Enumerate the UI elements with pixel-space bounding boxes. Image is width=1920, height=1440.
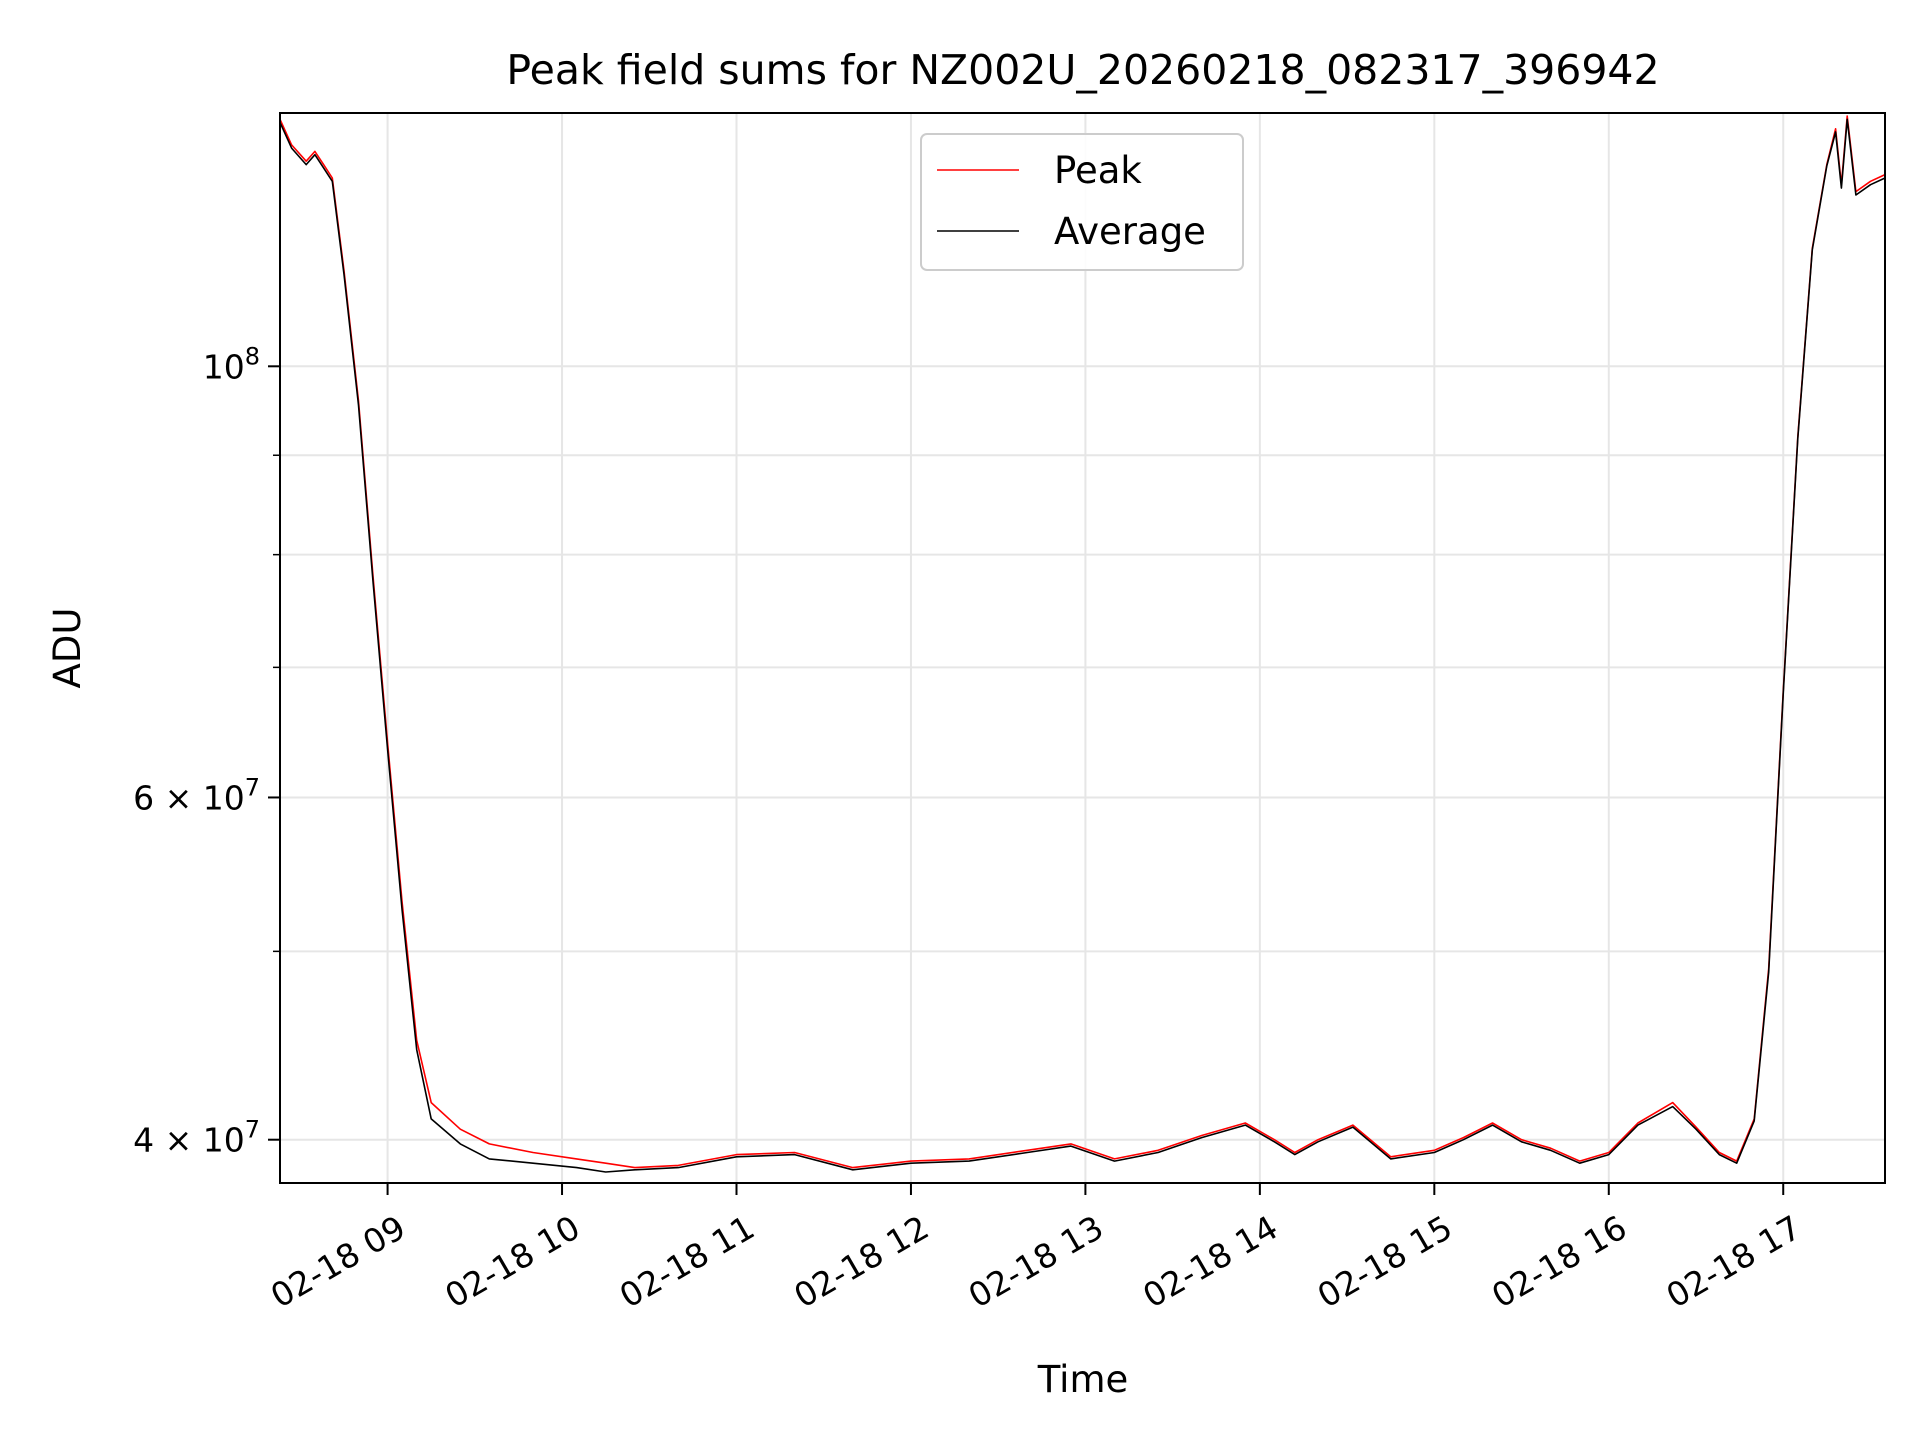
y-tick-label: 108 (203, 342, 260, 386)
y-tick-exponent: 7 (245, 773, 260, 801)
y-tick-times: × (165, 1121, 203, 1160)
y-axis-label: ADU (46, 608, 89, 689)
y-tick-times: × (165, 778, 203, 817)
y-tick-base: 10 (203, 778, 245, 817)
y-tick-base: 10 (203, 347, 245, 386)
y-tick-exponent: 7 (245, 1116, 260, 1144)
plot-area-frame (279, 112, 1886, 1184)
y-tick-mantissa: 6 (133, 778, 165, 817)
legend: Peak Average (920, 133, 1244, 271)
series-line-average (279, 118, 1886, 1173)
y-tick-base: 10 (203, 1121, 245, 1160)
grid (280, 113, 1885, 1183)
y-tick-label: 4 × 107 (133, 1116, 260, 1160)
y-tick-exponent: 8 (245, 342, 260, 370)
y-tick-label: 6 × 107 (133, 773, 260, 817)
series-layer (279, 115, 1886, 1173)
legend-label-peak: Peak (1054, 149, 1142, 192)
y-tick-mantissa: 4 (133, 1121, 165, 1160)
legend-box (920, 133, 1244, 271)
x-axis-label: Time (1037, 1358, 1129, 1401)
chart-title: Peak field sums for NZ002U_20260218_0823… (506, 46, 1659, 94)
legend-label-average: Average (1054, 210, 1206, 253)
